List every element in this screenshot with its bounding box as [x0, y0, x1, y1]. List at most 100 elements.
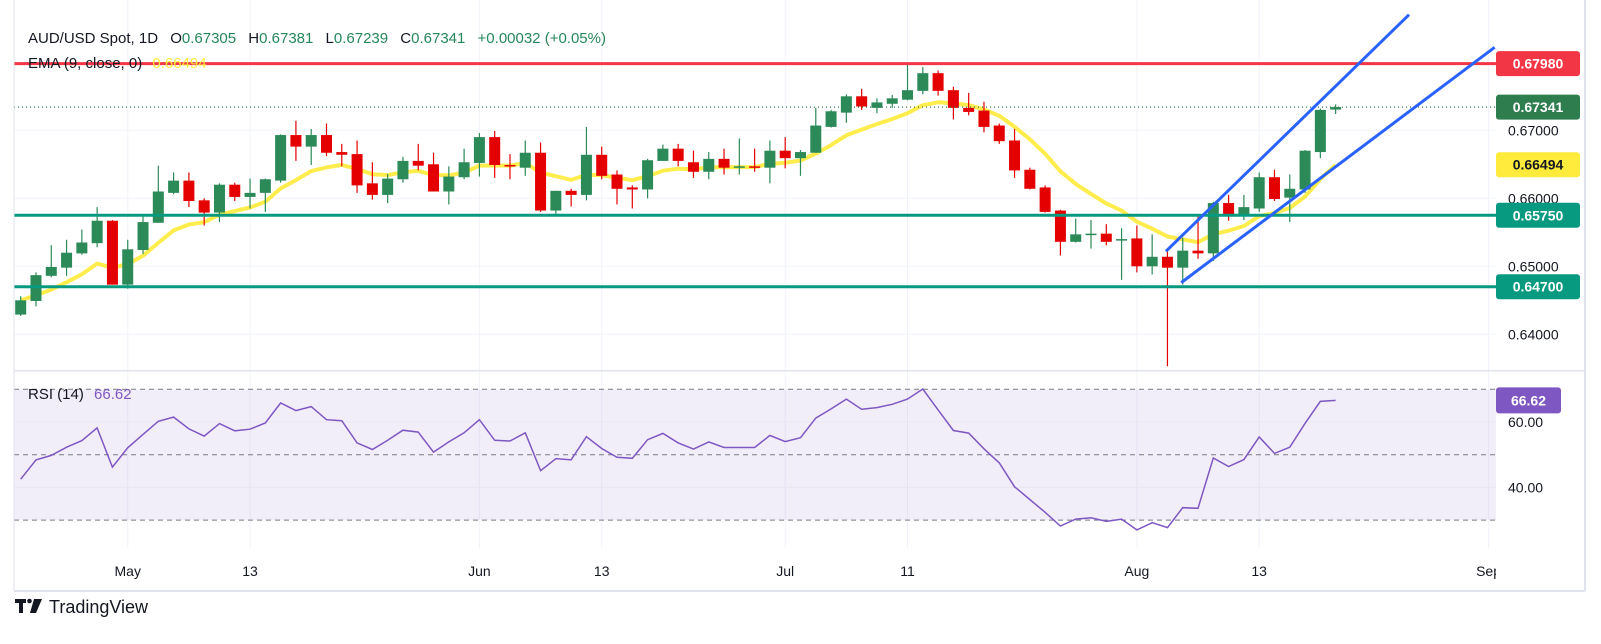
time-axis[interactable]: May 13 Jun 13 Jul 11 Aug 13 Sep [115, 563, 1502, 579]
high-prefix: H [248, 30, 259, 47]
candle-bearish[interactable] [626, 185, 638, 209]
candle-bullish[interactable] [1207, 201, 1219, 261]
candle-bullish[interactable] [168, 172, 180, 195]
candle-body [229, 184, 241, 197]
tradingview-logo[interactable]: TradingView [15, 597, 149, 617]
candle-bullish[interactable] [840, 94, 852, 123]
candle-bullish[interactable] [733, 138, 745, 175]
candle-bearish[interactable] [1268, 169, 1280, 202]
candle-bearish[interactable] [428, 152, 440, 192]
candle-bullish[interactable] [1330, 104, 1342, 115]
candle-bullish[interactable] [45, 245, 57, 278]
candle-bearish[interactable] [856, 88, 868, 110]
candle-bearish[interactable] [596, 146, 608, 180]
rsi-value-label-text: 66.62 [1511, 392, 1546, 408]
candle-bearish[interactable] [198, 198, 210, 226]
candle-bullish[interactable] [1085, 220, 1097, 249]
candle-bearish[interactable] [611, 170, 623, 205]
candle-bullish[interactable] [764, 140, 776, 184]
candle-bullish[interactable] [122, 239, 134, 289]
candle-bearish[interactable] [565, 188, 577, 207]
candle-bearish[interactable] [1161, 250, 1173, 367]
candle-bullish[interactable] [443, 166, 455, 205]
candle-bullish[interactable] [244, 178, 256, 209]
candle-bearish[interactable] [1024, 167, 1036, 190]
candle-bullish[interactable] [305, 128, 317, 165]
candle-bearish[interactable] [412, 143, 424, 171]
candle-bearish[interactable] [229, 182, 241, 202]
candle-bullish[interactable] [259, 178, 271, 212]
candle-bearish[interactable] [1131, 225, 1143, 273]
candle-bullish[interactable] [473, 133, 485, 177]
candle-bullish[interactable] [794, 150, 806, 176]
candle-bullish[interactable] [382, 173, 394, 204]
candle-bullish[interactable] [397, 156, 409, 183]
candle-bullish[interactable] [458, 148, 470, 180]
candle-bullish[interactable] [1070, 218, 1082, 243]
candle-bearish[interactable] [993, 123, 1005, 144]
symbol-legend[interactable]: AUD/USD Spot, 1D O0.67305 H0.67381 L0.67… [28, 30, 606, 47]
candle-bullish[interactable] [825, 109, 837, 128]
candle-bullish[interactable] [30, 272, 42, 307]
candle-bullish[interactable] [1314, 108, 1326, 159]
candle-bullish[interactable] [76, 229, 88, 255]
candle-bullish[interactable] [137, 216, 149, 255]
candle-bullish[interactable] [580, 126, 592, 201]
candle-bearish[interactable] [336, 143, 348, 167]
candle-bullish[interactable] [152, 165, 164, 223]
candle-bullish[interactable] [519, 140, 531, 176]
candle-bearish[interactable] [321, 123, 332, 157]
candle-bearish[interactable] [183, 172, 195, 208]
candle-bearish[interactable] [978, 101, 990, 133]
candle-bearish[interactable] [1100, 224, 1112, 246]
channel-line-lower[interactable] [1180, 46, 1496, 284]
candle-bullish[interactable] [1146, 234, 1158, 275]
candle-bullish[interactable] [1253, 172, 1265, 212]
candle-bullish[interactable] [886, 94, 898, 108]
candle-bullish[interactable] [91, 207, 103, 248]
candle-bullish[interactable] [917, 67, 929, 95]
candle-bearish[interactable] [489, 130, 501, 178]
candle-bearish[interactable] [749, 148, 761, 172]
candle-bearish[interactable] [718, 148, 730, 175]
candle-bullish[interactable] [810, 107, 822, 153]
candle-body [1192, 250, 1204, 254]
candle-bearish[interactable] [366, 162, 378, 200]
rsi-legend[interactable]: RSI (14) 66.62 [28, 386, 132, 403]
candle-bullish[interactable] [1299, 150, 1311, 193]
candle-bullish[interactable] [703, 152, 715, 180]
candle-bearish[interactable] [779, 137, 791, 169]
candle-bullish[interactable] [642, 158, 654, 199]
price-pane[interactable] [14, 13, 1496, 367]
price-axis[interactable]: 0.67000 0.66000 0.65000 0.64000 0.67980 0.657… [1496, 51, 1580, 342]
candle-bullish[interactable] [657, 144, 669, 161]
candle-bearish[interactable] [1039, 185, 1051, 213]
candle-bearish[interactable] [963, 92, 975, 116]
candle-bearish[interactable] [535, 142, 547, 212]
candle-bearish[interactable] [504, 154, 516, 180]
channel-line-upper[interactable] [1164, 13, 1411, 253]
candle-bullish[interactable] [1177, 237, 1189, 285]
candle-bullish[interactable] [902, 65, 914, 101]
candle-bullish[interactable] [1116, 228, 1128, 280]
candle-bearish[interactable] [687, 150, 699, 178]
candle-bullish[interactable] [61, 239, 73, 276]
candle-bearish[interactable] [106, 220, 118, 285]
candle-bullish[interactable] [550, 190, 562, 214]
ema-legend[interactable]: EMA (9, close, 0) 0.66494 [28, 55, 207, 72]
candle-bearish[interactable] [947, 86, 959, 120]
candle-bearish[interactable] [1054, 209, 1066, 256]
candle-bullish[interactable] [871, 98, 883, 114]
candle-bearish[interactable] [290, 120, 302, 161]
candle-bullish[interactable] [275, 134, 287, 183]
candle-body [275, 135, 287, 181]
candle-bearish[interactable] [932, 70, 944, 96]
candle-bearish[interactable] [1009, 128, 1021, 178]
ema-price-label: 0.66494 [1496, 152, 1580, 178]
candle-bullish[interactable] [15, 296, 27, 316]
candle-bearish[interactable] [351, 140, 363, 193]
candle-bearish[interactable] [672, 143, 684, 167]
rsi-axis[interactable]: 60.00 40.00 66.62 [1496, 387, 1561, 495]
candle-body [15, 300, 27, 315]
